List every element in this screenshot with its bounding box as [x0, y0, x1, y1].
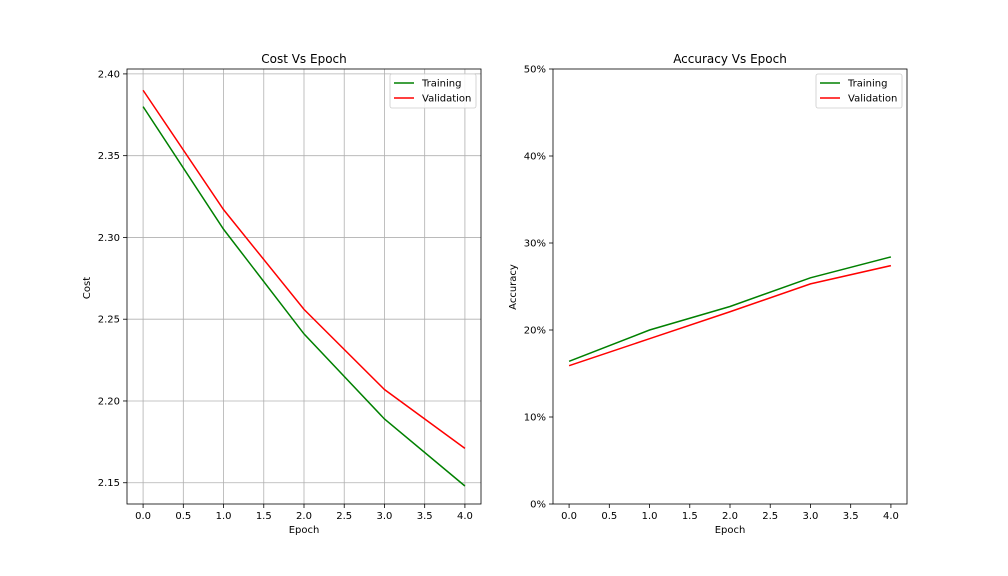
cost-legend: Training Validation — [389, 73, 477, 109]
cost-chart-title: Cost Vs Epoch — [261, 52, 347, 66]
accuracy-x-tick-label: 0.0 — [561, 511, 577, 522]
cost-x-tick-label: 3.5 — [417, 511, 433, 522]
accuracy-y-tick-label: 20% — [524, 326, 546, 337]
accuracy-x-tick-label: 1.0 — [642, 511, 658, 522]
accuracy-x-tick-label: 4.0 — [883, 511, 899, 522]
accuracy-y-tick-label: 0% — [530, 500, 546, 511]
accuracy-axes-frame — [552, 68, 908, 505]
accuracy-x-tick-label: 3.0 — [803, 511, 819, 522]
accuracy-x-tick-label: 1.5 — [682, 511, 698, 522]
accuracy-legend: Training Validation — [815, 73, 903, 109]
cost-y-tick-label: 2.20 — [98, 396, 120, 407]
accuracy-y-tick-label: 50% — [524, 65, 546, 76]
accuracy-series-line-validation — [568, 264, 892, 367]
cost-y-tick-label: 2.25 — [98, 315, 120, 326]
accuracy-series-line-training — [568, 256, 892, 363]
accuracy-x-tick-label: 0.5 — [601, 511, 617, 522]
cost-legend-label-validation: Validation — [422, 94, 471, 105]
cost-axes-frame — [126, 68, 482, 505]
cost-x-tick-label: 2.0 — [296, 511, 312, 522]
cost-chart-x-axis-label: Epoch — [289, 525, 320, 536]
accuracy-x-tick-label: 2.0 — [722, 511, 738, 522]
accuracy-chart-x-axis-label: Epoch — [715, 525, 746, 536]
accuracy-chart-y-axis-label: Accuracy — [508, 264, 519, 310]
cost-x-tick-label: 4.0 — [457, 511, 473, 522]
accuracy-y-tick-label: 30% — [524, 239, 546, 250]
cost-y-tick-label: 2.40 — [98, 69, 120, 80]
cost-x-tick-label: 2.5 — [336, 511, 352, 522]
cost-y-tick-label: 2.30 — [98, 233, 120, 244]
cost-series-line-validation — [142, 89, 466, 450]
cost-y-tick-label: 2.15 — [98, 478, 120, 489]
accuracy-chart: Accuracy Vs Epoch Epoch Accuracy 0.0 0.5 1… — [508, 52, 908, 536]
accuracy-y-tick-label: 40% — [524, 152, 546, 163]
cost-x-tick-label: 3.0 — [377, 511, 393, 522]
cost-x-tick-label: 1.0 — [216, 511, 232, 522]
cost-series-line-training — [142, 106, 466, 487]
cost-chart: Cost Vs Epoch Epoch Cost 0.0 0.5 1.0 1.5 2.0… — [82, 52, 482, 536]
accuracy-x-tick-label: 3.5 — [843, 511, 859, 522]
accuracy-legend-label-training: Training — [847, 79, 887, 90]
cost-chart-y-axis-label: Cost — [82, 277, 93, 299]
accuracy-legend-label-validation: Validation — [848, 94, 897, 105]
cost-x-tick-label: 0.0 — [135, 511, 151, 522]
accuracy-x-tick-label: 2.5 — [762, 511, 778, 522]
accuracy-y-tick-label: 10% — [524, 413, 546, 424]
cost-legend-label-training: Training — [421, 79, 461, 90]
cost-x-tick-label: 0.5 — [175, 511, 191, 522]
cost-x-tick-label: 1.5 — [256, 511, 272, 522]
accuracy-chart-title: Accuracy Vs Epoch — [673, 52, 787, 66]
cost-y-tick-label: 2.35 — [98, 151, 120, 162]
